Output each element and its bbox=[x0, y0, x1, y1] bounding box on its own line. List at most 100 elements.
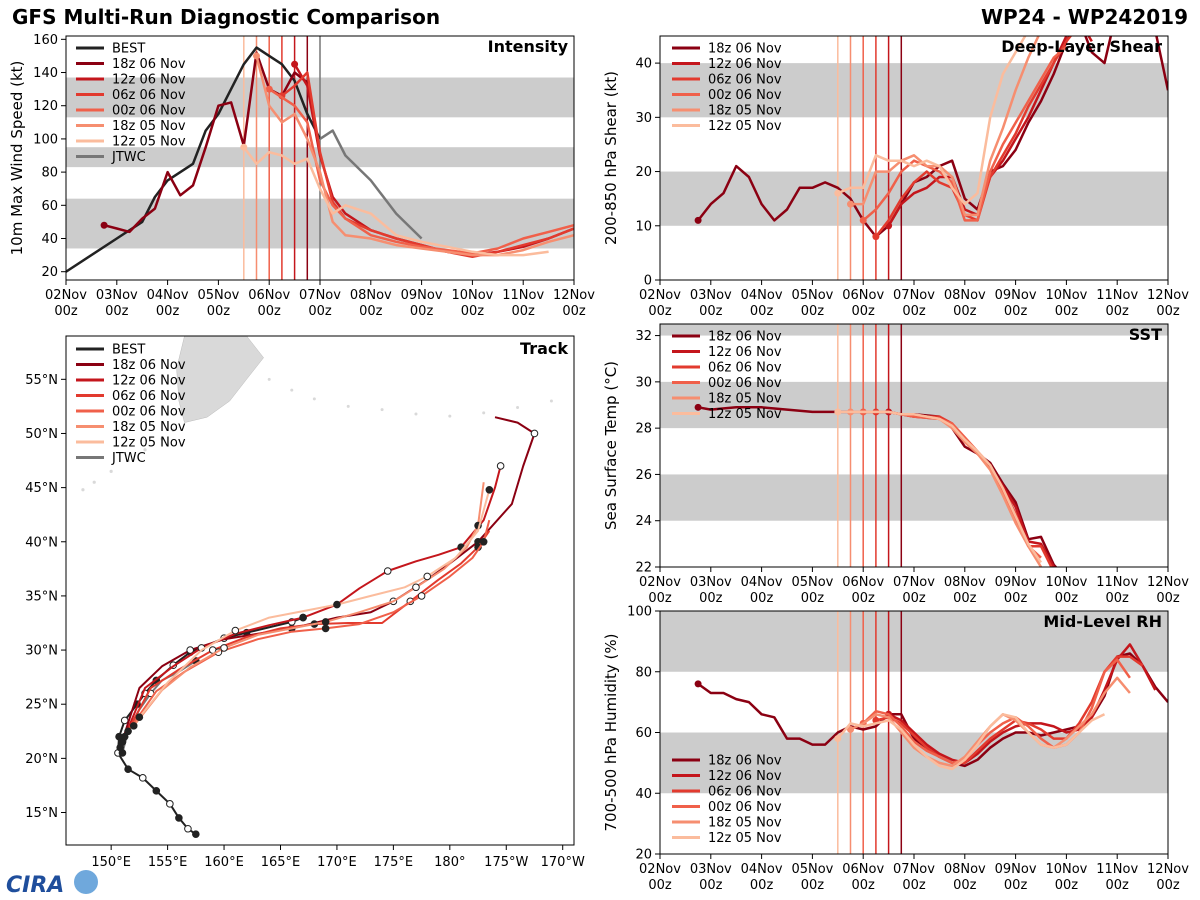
legend-label-12z-05-nov: 12z 05 Nov bbox=[708, 119, 782, 134]
legend-label-jtwc: JTWC bbox=[111, 451, 146, 466]
track-point-18z-05-nov-9 bbox=[412, 583, 420, 592]
land-kuril-island-1 bbox=[160, 437, 164, 441]
shear-init-marker-18z-06-nov bbox=[694, 216, 702, 224]
legend-label-jtwc: JTWC bbox=[111, 150, 146, 165]
legend-label-18z-06-nov: 18z 06 Nov bbox=[708, 330, 782, 345]
legend-label-12z-05-nov: 12z 05 Nov bbox=[708, 407, 782, 422]
intensity-xtick-label-2: 04Nov 00z bbox=[147, 288, 189, 319]
track-point-18z-06-nov-15 bbox=[530, 429, 539, 438]
intensity-series-jtwc bbox=[319, 129, 423, 240]
sst-ytick-label-5: 32 bbox=[635, 329, 652, 344]
shear-xtick-label-4: 06Nov 00z bbox=[842, 288, 884, 319]
legend-label-18z-06-nov: 18z 06 Nov bbox=[112, 358, 186, 373]
track-point-00z-06-nov-9 bbox=[417, 592, 426, 600]
legend-label-18z-06-nov: 18z 06 Nov bbox=[708, 42, 782, 57]
panel-intensity: 02Nov 00z 03Nov 00z 04Nov 00z 05Nov 00z 06Nov 00z… bbox=[8, 33, 595, 319]
rh-xtick-label-0: 02Nov 00z bbox=[639, 862, 681, 893]
land-aleutian-island-7 bbox=[482, 411, 486, 415]
sst-band-1 bbox=[660, 381, 1168, 429]
shear-xtick-label-0: 02Nov 00z bbox=[639, 288, 681, 319]
sst-init-marker-12z-05-nov bbox=[834, 408, 842, 416]
shear-band-1 bbox=[660, 63, 1168, 118]
intensity-ytick-label-1: 40 bbox=[41, 232, 58, 247]
track-ytick-label-5: 40°N bbox=[25, 535, 58, 550]
land-aleutian-island-4 bbox=[380, 408, 384, 412]
shear-ytick-label-2: 20 bbox=[635, 165, 652, 180]
shear-series-18z-06-nov bbox=[697, 36, 1168, 238]
intensity-ytick-label-7: 160 bbox=[33, 33, 58, 48]
track-point-best-1 bbox=[184, 824, 192, 833]
sst-xtick-label-9: 11Nov 00z bbox=[1096, 575, 1138, 606]
legend-label-00z-06-nov: 00z 06 Nov bbox=[708, 376, 782, 391]
legend-label-12z-05-nov: 12z 05 Nov bbox=[112, 436, 186, 451]
shear-series-00z-06-nov bbox=[862, 45, 1068, 222]
track-ytick-label-6: 45°N bbox=[25, 481, 58, 496]
rh-title: Mid-Level RH bbox=[1043, 612, 1162, 631]
track-point-12z-06-nov-15 bbox=[496, 462, 505, 470]
sst-xtick-label-3: 05Nov 00z bbox=[791, 575, 833, 606]
shear-ytick-label-0: 0 bbox=[644, 274, 652, 289]
legend-label-00z-06-nov: 00z 06 Nov bbox=[112, 104, 186, 119]
intensity-plot-area bbox=[66, 36, 574, 280]
intensity-init-marker-00z-06-nov bbox=[265, 85, 273, 93]
track-title: Track bbox=[520, 339, 568, 358]
land-aleutian-island-9 bbox=[549, 399, 553, 403]
rh-ytick-label-0: 20 bbox=[635, 848, 652, 863]
legend-label-06z-06-nov: 06z 06 Nov bbox=[112, 389, 186, 404]
track-point-best-2 bbox=[175, 814, 183, 822]
sst-ytick-label-0: 22 bbox=[635, 561, 652, 576]
shear-xtick-label-6: 08Nov 00z bbox=[944, 288, 986, 319]
intensity-xtick-label-1: 03Nov 00z bbox=[96, 288, 138, 319]
track-point-12z-05-nov-6 bbox=[333, 600, 341, 609]
intensity-init-marker-18z-05-nov bbox=[253, 52, 260, 60]
rh-xtick-label-8: 10Nov 00z bbox=[1045, 862, 1087, 893]
rh-ytick-label-1: 40 bbox=[635, 787, 652, 802]
track-series-12z-06-nov bbox=[121, 465, 502, 743]
intensity-series-18z-05-nov bbox=[255, 55, 574, 257]
rh-init-marker-18z-06-nov bbox=[694, 680, 702, 688]
shear-xtick-label-9: 11Nov 00z bbox=[1096, 288, 1138, 319]
shear-xtick-label-2: 04Nov 00z bbox=[741, 288, 783, 319]
land-kuril-island-0 bbox=[171, 428, 175, 432]
sst-xtick-label-7: 09Nov 00z bbox=[995, 575, 1037, 606]
rh-xtick-label-1: 03Nov 00z bbox=[690, 862, 732, 893]
legend-label-12z-06-nov: 12z 06 Nov bbox=[708, 769, 782, 784]
shear-ylabel: 200-850 hPa Shear (kt) bbox=[602, 71, 620, 245]
track-point-00z-06-nov-12 bbox=[479, 537, 488, 546]
legend-label-12z-06-nov: 12z 06 Nov bbox=[112, 374, 186, 389]
legend-label-18z-05-nov: 18z 05 Nov bbox=[708, 392, 782, 407]
legend-label-12z-05-nov: 12z 05 Nov bbox=[708, 831, 782, 846]
track-point-18z-06-nov-3 bbox=[186, 646, 194, 654]
intensity-xtick-label-5: 07Nov 00z bbox=[299, 288, 341, 319]
shear-init-marker-12z-05-nov bbox=[834, 189, 842, 197]
sst-xtick-label-1: 03Nov 00z bbox=[690, 575, 732, 606]
track-point-18z-05-nov-6 bbox=[321, 618, 330, 626]
legend-label-18z-06-nov: 18z 06 Nov bbox=[708, 754, 782, 769]
panel-sst: 02Nov 00z 03Nov 00z 04Nov 00z 05Nov 00z 06Nov 00z… bbox=[602, 323, 1189, 606]
track-ytick-label-3: 30°N bbox=[25, 644, 58, 659]
intensity-series-best bbox=[66, 46, 322, 273]
shear-title: Deep-Layer Shear bbox=[1001, 37, 1162, 56]
track-series-12z-05-nov bbox=[138, 489, 491, 718]
track-point-00z-06-nov-6 bbox=[321, 624, 330, 633]
rh-xtick-label-5: 07Nov 00z bbox=[893, 862, 935, 893]
intensity-init-marker-12z-06-nov bbox=[291, 60, 299, 68]
shear-init-marker-06z-06-nov bbox=[872, 233, 880, 241]
track-point-12z-05-nov-0 bbox=[135, 713, 144, 722]
intensity-ytick-label-6: 140 bbox=[33, 66, 58, 81]
track-ytick-label-0: 15°N bbox=[25, 806, 58, 821]
intensity-init-marker-12z-05-nov bbox=[240, 143, 248, 151]
rh-xtick-label-6: 08Nov 00z bbox=[944, 862, 986, 893]
legend-label-18z-05-nov: 18z 05 Nov bbox=[112, 420, 186, 435]
intensity-xtick-label-4: 06Nov 00z bbox=[248, 288, 290, 319]
rh-init-marker-12z-05-nov bbox=[834, 735, 842, 743]
rh-plot-area bbox=[660, 611, 1168, 854]
shear-series-18z-05-nov bbox=[850, 36, 1040, 217]
track-xtick-label-7: 175°W bbox=[484, 855, 528, 870]
shear-ytick-label-3: 30 bbox=[635, 111, 652, 126]
rh-xtick-label-10: 12Nov 00z bbox=[1147, 862, 1189, 893]
intensity-series-00z-06-nov bbox=[268, 88, 574, 255]
legend-label-00z-06-nov: 00z 06 Nov bbox=[112, 405, 186, 420]
track-point-12z-05-nov-12 bbox=[485, 485, 494, 494]
shear-xtick-label-8: 10Nov 00z bbox=[1045, 288, 1087, 319]
